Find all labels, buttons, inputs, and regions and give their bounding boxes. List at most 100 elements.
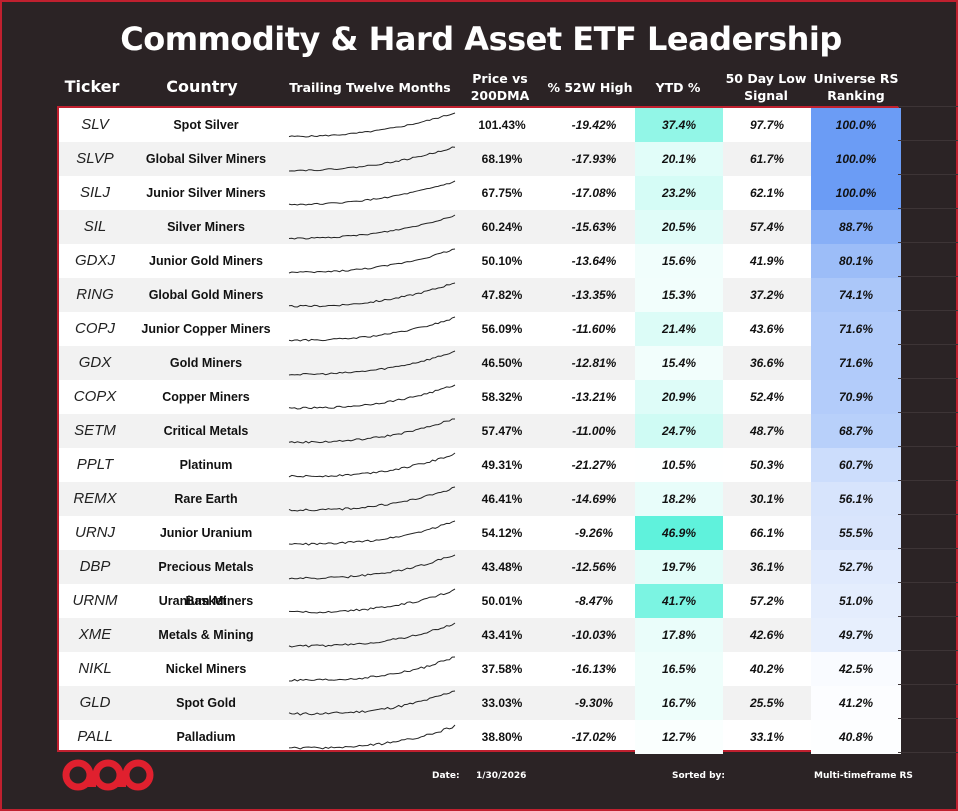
ticker-cell: GLD xyxy=(79,694,111,711)
etf-table: SLV Spot Silver 101.43% -19.42% 37.4% 97.7% 10… xyxy=(57,106,901,754)
rs-ranking-cell: 55.5% xyxy=(811,516,901,550)
country-cell: Uranium Miners xyxy=(158,594,254,608)
low-signal-cell: 41.9% xyxy=(749,254,785,268)
country-cell: Critical Metals xyxy=(163,424,249,438)
grid-line xyxy=(898,106,958,107)
country-cell: Copper Miners xyxy=(162,390,250,404)
low-signal-cell: 61.7% xyxy=(749,152,785,166)
header-price-vs-200dma: Price vs 200DMA xyxy=(460,70,540,104)
price-vs-200dma-cell: 33.03% xyxy=(481,696,523,710)
sparkline-series xyxy=(288,724,456,750)
ticker-cell: URNJ xyxy=(75,524,115,541)
price-vs-200dma-cell: 50.10% xyxy=(481,254,523,268)
grid-line xyxy=(898,344,958,345)
sparkline-chart xyxy=(288,248,456,274)
ytd-cell: 19.7% xyxy=(635,550,723,584)
sparkline-series xyxy=(288,350,456,376)
grid-line xyxy=(898,412,958,413)
ytd-cell: 15.3% xyxy=(635,278,723,312)
sparkline-chart xyxy=(288,214,456,240)
sparkline-series xyxy=(288,690,456,716)
country-cell: Rare Earth xyxy=(174,492,238,506)
grid-line xyxy=(898,718,958,719)
sparkline-series xyxy=(288,588,456,614)
footer-sorted-value: Multi-timeframe RS xyxy=(814,771,913,781)
sparkline-chart xyxy=(288,112,456,138)
pct-52w-high-cell: -12.81% xyxy=(571,356,617,370)
ytd-cell: 20.5% xyxy=(635,210,723,244)
sparkline-series xyxy=(288,282,456,308)
country-cell: Junior Silver Miners xyxy=(146,186,266,200)
ticker-cell: DBP xyxy=(79,558,111,575)
footer-sorted-label: Sorted by: xyxy=(672,771,725,781)
sparkline-series xyxy=(288,418,455,444)
sparkline-series xyxy=(288,520,456,546)
pct-52w-high-cell: -16.13% xyxy=(571,662,617,676)
sparkline-chart xyxy=(288,724,456,750)
table-row: PPLT Platinum 49.31% -21.27% 10.5% 50.3% 60.7% xyxy=(59,448,901,482)
price-vs-200dma-cell: 54.12% xyxy=(481,526,523,540)
header-universe-rs-ranking: Universe RS Ranking xyxy=(807,70,905,104)
country-cell: Silver Miners xyxy=(167,220,245,234)
sparkline-chart xyxy=(289,656,456,682)
table-row: GDX Gold Miners 46.50% -12.81% 15.4% 36.6% 71.… xyxy=(59,346,901,380)
price-vs-200dma-cell: 43.48% xyxy=(481,560,523,574)
low-signal-cell: 30.1% xyxy=(749,492,785,506)
price-vs-200dma-cell: 37.58% xyxy=(481,662,523,676)
rs-ranking-cell: 41.2% xyxy=(811,686,901,720)
rs-ranking-cell: 100.0% xyxy=(811,142,901,176)
rs-ranking-cell: 49.7% xyxy=(811,618,901,652)
table-row: RING Global Gold Miners 47.82% -13.35% 15.3%… xyxy=(59,278,901,312)
price-vs-200dma-cell: 57.47% xyxy=(481,424,523,438)
pct-52w-high-cell: -13.21% xyxy=(571,390,617,404)
low-signal-cell: 42.6% xyxy=(749,628,785,642)
table-row: SETM Critical Metals 57.47% -11.00% 24.7% 48.… xyxy=(59,414,901,448)
sparkline-series xyxy=(288,486,456,512)
sparkline-chart xyxy=(288,146,456,172)
pct-52w-high-cell: -9.30% xyxy=(574,696,614,710)
ytd-cell: 18.2% xyxy=(635,482,723,516)
price-vs-200dma-cell: 49.31% xyxy=(481,458,523,472)
low-signal-cell: 40.2% xyxy=(749,662,785,676)
header-50-day-low-signal: 50 Day Low Signal xyxy=(720,70,812,104)
low-signal-cell: 33.1% xyxy=(749,730,785,744)
price-vs-200dma-cell: 46.50% xyxy=(481,356,523,370)
pct-52w-high-cell: -12.56% xyxy=(571,560,617,574)
low-signal-cell: 37.2% xyxy=(749,288,785,302)
country-cell: Junior Copper Miners xyxy=(141,322,271,336)
sparkline-chart xyxy=(288,180,456,206)
low-signal-cell: 25.5% xyxy=(749,696,785,710)
price-vs-200dma-cell: 56.09% xyxy=(481,322,523,336)
ticker-cell: COPX xyxy=(73,388,117,405)
grid-line xyxy=(898,582,958,583)
rs-ranking-cell: 71.6% xyxy=(811,312,901,346)
table-row: PALL Palladium 38.80% -17.02% 12.7% 33.1% 40.8… xyxy=(59,720,901,754)
ticker-cell: GDX xyxy=(78,354,112,371)
country-cell: Junior Gold Miners xyxy=(149,254,263,268)
low-signal-cell: 97.7% xyxy=(749,118,785,132)
pct-52w-high-cell: -11.60% xyxy=(572,322,616,336)
sparkline-series xyxy=(288,622,456,648)
rs-ranking-cell: 42.5% xyxy=(811,652,901,686)
grid-line xyxy=(898,650,958,651)
ticker-cell: PPLT xyxy=(76,456,114,473)
pct-52w-high-cell: -8.47% xyxy=(574,594,614,608)
price-vs-200dma-cell: 58.32% xyxy=(481,390,523,404)
table-row: SLV Spot Silver 101.43% -19.42% 37.4% 97.7% 10… xyxy=(59,108,901,142)
ticker-cell: RING xyxy=(76,286,114,303)
header-rs-line1: Universe RS xyxy=(813,71,899,86)
sparkline-series xyxy=(288,316,456,342)
rs-ranking-cell: 88.7% xyxy=(811,210,901,244)
grid-line xyxy=(898,446,958,447)
ytd-cell: 15.4% xyxy=(635,346,723,380)
table-row: NIKL Nickel Miners 37.58% -16.13% 16.5% 40.2%… xyxy=(59,652,901,686)
ticker-cell: REMX xyxy=(73,490,117,507)
rs-ranking-cell: 51.0% xyxy=(811,584,901,618)
sparkline-chart xyxy=(288,622,456,648)
ticker-cell: PALL xyxy=(77,728,113,745)
sparkline-series xyxy=(288,384,456,410)
footer-date-value: 1/30/2026 xyxy=(476,771,527,781)
ytd-cell: 23.2% xyxy=(635,176,723,210)
table-row: COPJ Junior Copper Miners 56.09% -11.60% 21.… xyxy=(59,312,901,346)
